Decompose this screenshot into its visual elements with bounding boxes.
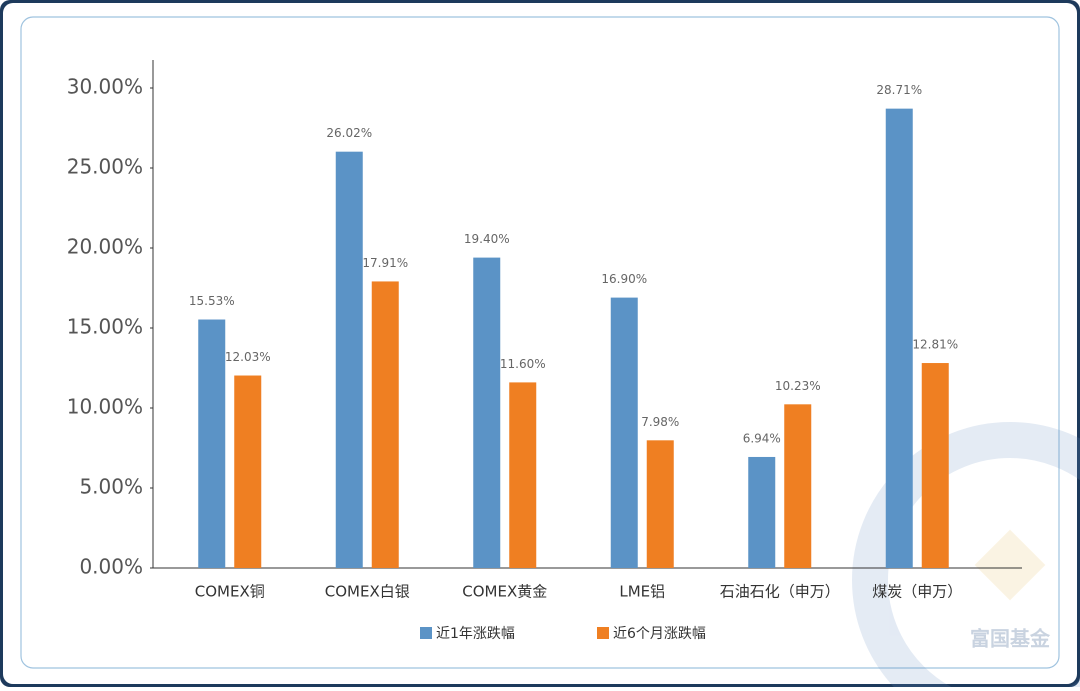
y-tick-label: 20.00%	[67, 235, 143, 259]
value-label: 26.02%	[326, 126, 372, 140]
value-label: 12.81%	[912, 338, 958, 352]
value-label: 7.98%	[641, 415, 679, 429]
bar	[335, 151, 363, 568]
bar	[234, 375, 262, 568]
y-tick-label: 0.00%	[79, 555, 143, 579]
legend-label: 近6个月涨跌幅	[613, 626, 706, 642]
watermark-logo	[852, 422, 1080, 691]
x-tick-label: LME铝	[619, 583, 665, 601]
bar	[371, 281, 399, 568]
bar	[921, 363, 949, 568]
x-tick-label: 石油石化（申万）	[720, 583, 840, 601]
bar	[646, 440, 674, 568]
x-tick-label: COMEX白银	[325, 583, 410, 601]
value-label: 19.40%	[464, 232, 510, 246]
y-tick-label: 10.00%	[67, 395, 143, 419]
legend-swatch	[420, 627, 432, 639]
value-label: 28.71%	[876, 83, 922, 97]
bar	[198, 319, 226, 568]
y-tick-label: 30.00%	[67, 75, 143, 99]
y-tick-label: 5.00%	[79, 475, 143, 499]
watermark: 富国基金	[970, 627, 1051, 651]
legend-swatch	[597, 627, 609, 639]
bar	[509, 382, 537, 568]
bar	[610, 297, 638, 568]
bar	[784, 404, 812, 568]
x-tick-label: 煤炭（申万）	[872, 583, 962, 601]
value-label: 17.91%	[362, 256, 408, 270]
value-label: 11.60%	[500, 357, 546, 371]
bar	[885, 108, 913, 568]
value-label: 12.03%	[225, 350, 271, 364]
value-label: 10.23%	[775, 379, 821, 393]
value-label: 15.53%	[189, 294, 235, 308]
value-label: 6.94%	[743, 431, 781, 445]
x-tick-label: COMEX黄金	[462, 583, 547, 601]
card	[20, 16, 1060, 669]
bar	[748, 456, 776, 568]
y-tick-label: 15.00%	[67, 315, 143, 339]
bar	[473, 257, 501, 568]
value-label: 16.90%	[601, 272, 647, 286]
y-tick-label: 25.00%	[67, 155, 143, 179]
x-tick-label: COMEX铜	[195, 583, 265, 601]
legend-label: 近1年涨跌幅	[436, 626, 515, 642]
